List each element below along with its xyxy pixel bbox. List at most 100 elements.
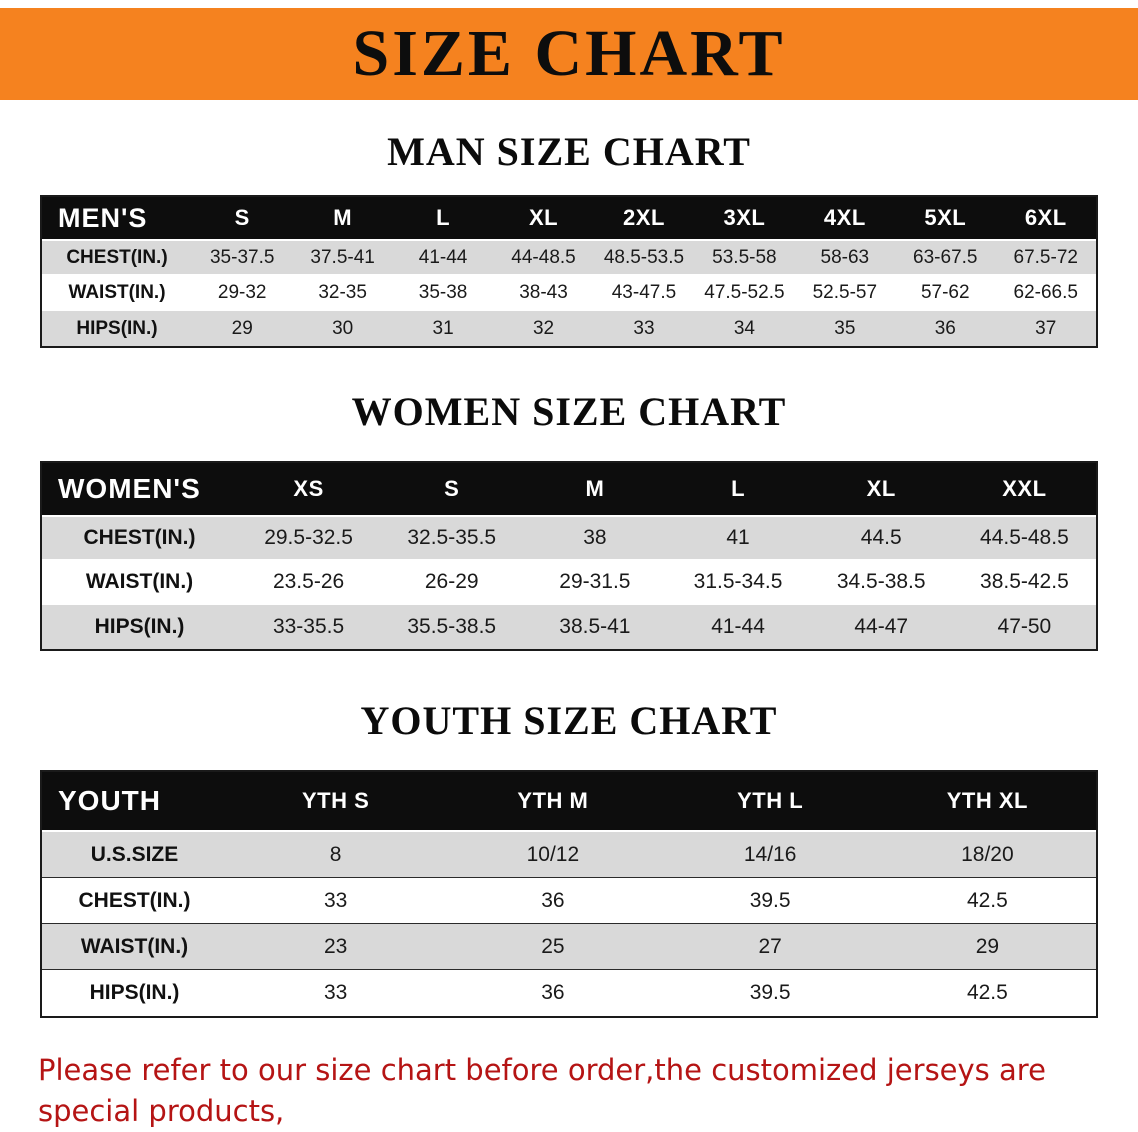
measurement-row-label: HIPS(IN.) (76, 317, 158, 339)
size-chart-banner: SIZE CHART (0, 8, 1138, 100)
measurement-row-label: CHEST(IN.) (42, 241, 192, 276)
size-value-cell: 35.5-38.5 (407, 615, 497, 638)
disclaimer-line-1: Please refer to our size chart before or… (38, 1053, 1046, 1129)
size-value-cell: 38.5-41 (559, 615, 631, 638)
disclaimer: Please refer to our size chart before or… (0, 1050, 1138, 1132)
size-column-header: 5XL (895, 197, 996, 241)
women-size-table: WOMEN'S XS S M L XL XXL CHEST(IN.) 29.5-32.5 32.5… (40, 461, 1098, 651)
size-column-header: YTH L (661, 772, 879, 832)
size-value-cell: 27 (661, 924, 879, 970)
size-value-cell: 18/20 (878, 832, 1096, 878)
size-value-cell: 43-47.5 (593, 276, 695, 311)
size-column-header: 3XL (694, 197, 795, 241)
size-value-cell: 41 (666, 517, 810, 561)
size-value-cell: 63-67.5 (895, 241, 996, 276)
table-corner-label: WOMEN'S (42, 463, 237, 517)
measurement-row: HIPS(IN.) 33 36 39.5 42.5 (42, 970, 1096, 1016)
women-section-heading: WOMEN SIZE CHART (351, 389, 787, 434)
youth-size-table: YOUTH YTH S YTH M YTH L YTH XL U.S.SIZE 8 10/12… (40, 770, 1098, 1018)
measurement-row: WAIST(IN.) 23 25 27 29 (42, 924, 1096, 970)
size-column-header: L (392, 197, 494, 241)
size-column-header: S (192, 197, 293, 241)
page-title: SIZE CHART (352, 17, 786, 90)
size-value-cell: 34 (733, 317, 755, 339)
size-value-cell: 35-37.5 (192, 241, 293, 276)
size-value-cell: 30 (332, 317, 354, 339)
size-value-cell: 39.5 (661, 878, 879, 924)
size-value-cell: 25 (444, 924, 662, 970)
size-value-cell: 41-44 (392, 241, 494, 276)
size-value-cell: 32 (532, 317, 555, 339)
size-column-header: XS (237, 463, 381, 517)
size-value-cell: 44.5-48.5 (952, 517, 1096, 561)
size-column-header: L (666, 463, 810, 517)
size-value-cell: 62-66.5 (995, 276, 1096, 311)
size-value-cell: 37 (1035, 317, 1057, 339)
youth-section-heading: YOUTH SIZE CHART (360, 698, 778, 743)
table-corner-label: YOUTH (42, 772, 227, 832)
measurement-row: WAIST(IN.) 29-32 32-35 35-38 38-43 43-47.5 47.… (42, 276, 1096, 311)
size-value-cell: 58-63 (794, 241, 896, 276)
measurement-row-label: WAIST(IN.) (42, 561, 237, 605)
size-value-cell: 35-38 (392, 276, 494, 311)
size-value-cell: 8 (227, 832, 445, 878)
size-value-cell: 29-32 (192, 276, 293, 311)
size-value-cell: 52.5-57 (794, 276, 896, 311)
size-value-cell: 29 (878, 924, 1096, 970)
size-column-header: XL (493, 197, 594, 241)
man-section-heading: MAN SIZE CHART (387, 129, 751, 174)
size-value-cell: 23 (227, 924, 445, 970)
size-value-cell: 37.5-41 (292, 241, 393, 276)
size-value-cell: 33-35.5 (272, 615, 345, 638)
size-value-cell: 36 (541, 981, 565, 1004)
size-value-cell: 32.5-35.5 (380, 517, 524, 561)
measurement-row-label: WAIST(IN.) (42, 276, 192, 311)
man-size-table: MEN'S S M L XL 2XL 3XL 4XL 5XL 6XL CHEST(IN.) 35-37… (40, 195, 1098, 348)
size-value-cell: 33 (323, 981, 348, 1004)
size-column-header: 6XL (995, 197, 1096, 241)
size-value-cell: 38-43 (493, 276, 594, 311)
measurement-row: CHEST(IN.) 29.5-32.5 32.5-35.5 38 41 44.5 44.5… (42, 517, 1096, 561)
measurement-row-label: HIPS(IN.) (89, 981, 180, 1004)
size-value-cell: 33 (633, 317, 655, 339)
size-value-cell: 29 (231, 317, 253, 339)
size-value-cell: 57-62 (895, 276, 996, 311)
table-header-row: YOUTH YTH S YTH M YTH L YTH XL (42, 772, 1096, 832)
table-corner-label: MEN'S (42, 197, 192, 241)
size-value-cell: 36 (444, 878, 662, 924)
size-value-cell: 36 (934, 317, 956, 339)
man-size-section: MAN SIZE CHART MEN'S S M L XL 2XL 3XL 4XL 5XL 6XL… (0, 128, 1138, 348)
measurement-row-label: CHEST(IN.) (42, 517, 237, 561)
measurement-row-label: U.S.SIZE (42, 832, 227, 878)
table-header-row: WOMEN'S XS S M L XL XXL (42, 463, 1096, 517)
size-value-cell: 23.5-26 (237, 561, 381, 605)
size-column-header: XXL (952, 463, 1096, 517)
measurement-row: U.S.SIZE 8 10/12 14/16 18/20 (42, 832, 1096, 878)
measurement-row: CHEST(IN.) 33 36 39.5 42.5 (42, 878, 1096, 924)
size-value-cell: 39.5 (749, 981, 791, 1004)
size-value-cell: 31 (432, 317, 454, 339)
size-value-cell: 29.5-32.5 (237, 517, 381, 561)
size-value-cell: 41-44 (711, 615, 765, 638)
size-value-cell: 10/12 (444, 832, 662, 878)
size-value-cell: 32-35 (292, 276, 393, 311)
size-value-cell: 42.5 (966, 981, 1008, 1004)
size-value-cell: 44-48.5 (493, 241, 594, 276)
size-value-cell: 48.5-53.5 (593, 241, 695, 276)
measurement-row-label: WAIST(IN.) (42, 924, 227, 970)
measurement-row-label: HIPS(IN.) (94, 615, 185, 638)
size-value-cell: 29-31.5 (523, 561, 667, 605)
size-value-cell: 44.5 (809, 517, 953, 561)
size-column-header: XL (809, 463, 953, 517)
size-value-cell: 47-50 (997, 615, 1052, 638)
size-value-cell: 34.5-38.5 (809, 561, 953, 605)
size-value-cell: 47.5-52.5 (694, 276, 795, 311)
size-value-cell: 44-47 (854, 615, 909, 638)
measurement-row: HIPS(IN.) 33-35.5 35.5-38.5 38.5-41 41-44 44-… (42, 605, 1096, 649)
size-column-header: M (523, 463, 667, 517)
size-column-header: 4XL (794, 197, 896, 241)
measurement-row-label: CHEST(IN.) (42, 878, 227, 924)
measurement-row: WAIST(IN.) 23.5-26 26-29 29-31.5 31.5-34.5 34… (42, 561, 1096, 605)
measurement-row: HIPS(IN.) 29 30 31 32 33 34 35 36 37 (42, 311, 1096, 346)
size-column-header: YTH S (227, 772, 445, 832)
